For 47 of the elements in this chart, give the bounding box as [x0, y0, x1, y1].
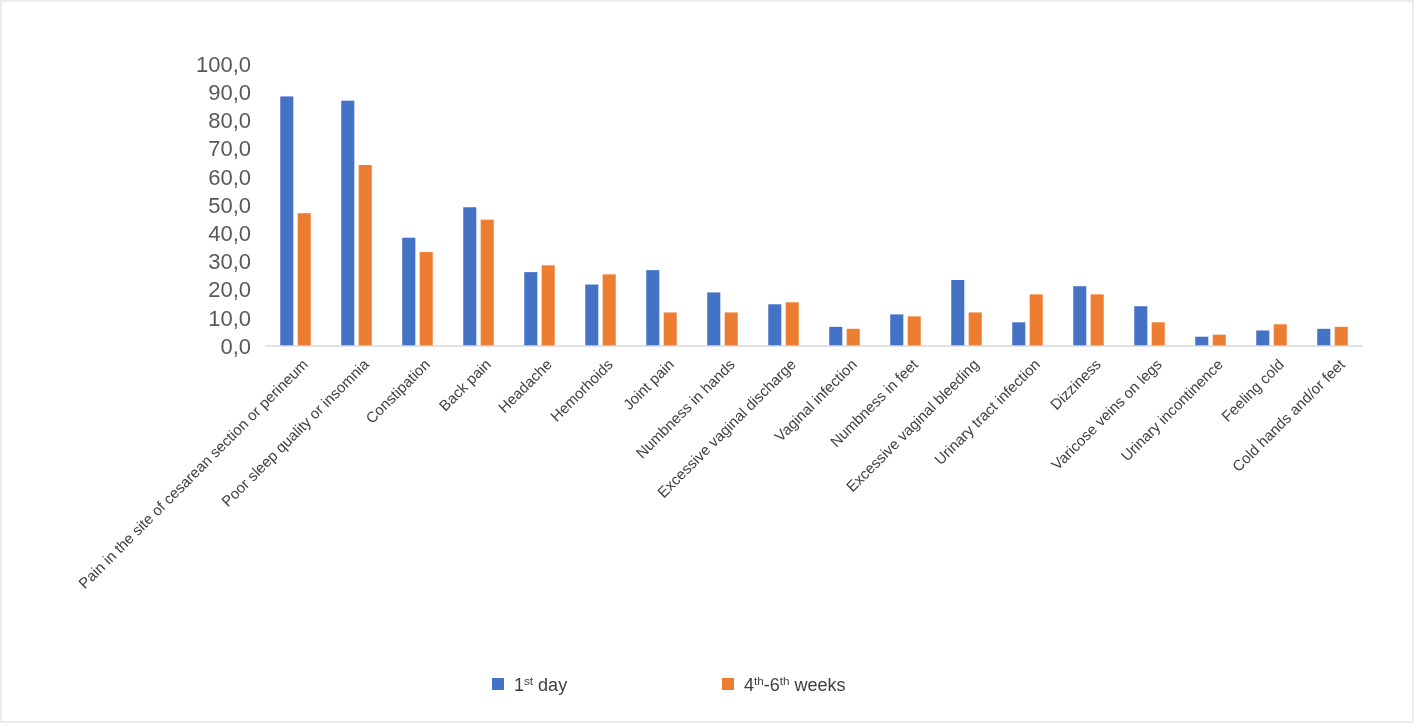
- bar: [1151, 322, 1165, 346]
- bar: [480, 219, 494, 346]
- bar: [297, 213, 311, 346]
- bar: [1073, 286, 1087, 346]
- y-tick-label: 10,0: [208, 305, 251, 331]
- y-tick-label: 0,0: [220, 333, 251, 359]
- bar: [402, 237, 416, 346]
- bar: [602, 274, 616, 346]
- y-tick-label: 20,0: [208, 277, 251, 303]
- bar: [968, 312, 982, 346]
- bar: [585, 284, 599, 346]
- bar: [1317, 328, 1331, 346]
- bar: [524, 272, 538, 346]
- y-tick-label: 30,0: [208, 249, 251, 275]
- bar: [646, 270, 660, 346]
- y-tick-label: 90,0: [208, 79, 251, 105]
- bar: [1256, 330, 1270, 346]
- bar: [1090, 294, 1104, 346]
- legend-label: 4$^{th}$-6$^{th}$ weeks: [744, 673, 846, 696]
- y-tick-label: 80,0: [208, 108, 251, 134]
- bar: [663, 312, 677, 346]
- bar: [541, 265, 555, 346]
- bar: [1334, 326, 1348, 346]
- bar: [1029, 294, 1043, 346]
- bar: [280, 96, 294, 346]
- bar: [419, 252, 433, 346]
- y-tick-label: 50,0: [208, 192, 251, 218]
- bar: [358, 164, 372, 346]
- y-tick-label: 60,0: [208, 164, 251, 190]
- bar: [463, 207, 477, 346]
- bar: [785, 302, 799, 346]
- bar: [1273, 324, 1287, 346]
- bar: [907, 316, 921, 346]
- y-tick-label: 70,0: [208, 136, 251, 162]
- bar: [1012, 322, 1026, 346]
- bar: [1134, 306, 1148, 346]
- bar: [890, 314, 904, 346]
- legend-label: 1$^{st}$ day: [514, 673, 568, 696]
- bar: [951, 280, 965, 346]
- bar: [707, 292, 721, 346]
- y-tick-label: 100,0: [195, 51, 251, 77]
- bar: [768, 304, 782, 346]
- bar: [829, 326, 843, 346]
- bar: [846, 328, 860, 346]
- bar: [724, 312, 738, 346]
- bar: [341, 100, 355, 346]
- y-tick-label: 40,0: [208, 220, 251, 246]
